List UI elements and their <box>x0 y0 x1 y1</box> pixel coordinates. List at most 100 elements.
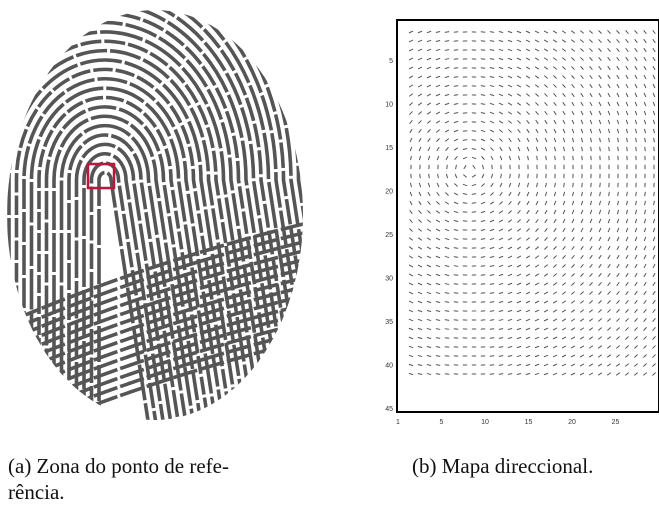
orientation <box>445 229 449 231</box>
orientation <box>427 292 431 293</box>
orientation <box>445 41 449 42</box>
orientation <box>508 292 512 293</box>
orientation <box>409 328 413 330</box>
orientation <box>419 183 420 187</box>
orientation <box>644 228 645 232</box>
orientation <box>635 228 636 232</box>
orientation <box>535 67 539 69</box>
orientation <box>617 246 619 250</box>
orientation <box>644 120 645 124</box>
orientation <box>644 273 646 277</box>
orientation <box>598 346 602 349</box>
orientation <box>634 327 637 330</box>
orientation <box>517 310 521 311</box>
orientation <box>599 120 601 124</box>
orientation <box>545 210 547 214</box>
orientation <box>590 66 593 69</box>
orientation <box>625 336 628 339</box>
orientation <box>653 246 655 250</box>
orientation <box>626 210 627 214</box>
orientation <box>499 292 503 293</box>
orientation <box>562 31 566 33</box>
orientation <box>553 265 556 268</box>
y-tick-label: 15 <box>385 145 393 152</box>
orientation <box>526 247 530 250</box>
orientation <box>580 292 583 295</box>
orientation <box>409 319 413 321</box>
orientation <box>418 328 422 329</box>
orientation <box>589 364 593 366</box>
orientation <box>553 274 556 277</box>
orientation <box>554 219 556 223</box>
orientation <box>554 147 555 151</box>
orientation <box>562 355 566 357</box>
orientation <box>418 238 422 241</box>
orientation <box>644 246 646 250</box>
orientation <box>491 183 493 187</box>
orientation <box>635 129 636 133</box>
orientation <box>608 129 609 133</box>
orientation <box>454 112 458 113</box>
orientation <box>418 76 422 78</box>
orientation <box>481 77 485 78</box>
orientation <box>517 346 521 347</box>
orientation <box>626 228 628 232</box>
orientation <box>635 30 638 33</box>
y-tick-label: 30 <box>385 276 393 283</box>
orientation <box>599 66 602 69</box>
orientation <box>517 58 521 60</box>
orientation <box>544 373 548 375</box>
orientation <box>499 112 503 114</box>
orientation <box>571 31 575 34</box>
orientation <box>518 201 520 205</box>
orientation <box>463 194 467 195</box>
orientation <box>599 75 602 79</box>
orientation <box>445 139 448 142</box>
orientation <box>437 183 439 187</box>
orientation <box>562 364 566 366</box>
orientation <box>572 264 575 267</box>
orientation <box>418 58 422 60</box>
orientation <box>607 309 610 312</box>
orientation <box>445 293 449 294</box>
orientation <box>436 49 440 50</box>
orientation <box>436 112 440 114</box>
orientation <box>544 292 548 294</box>
orientation <box>509 192 511 196</box>
orientation <box>517 238 521 241</box>
orientation <box>526 111 529 114</box>
orientation <box>580 319 584 322</box>
orientation <box>500 192 503 195</box>
orientation <box>419 129 422 132</box>
orientation <box>445 32 449 33</box>
orientation <box>409 247 413 250</box>
orientation <box>544 40 548 42</box>
orientation <box>616 309 619 312</box>
orientation <box>581 246 584 250</box>
orientation <box>445 265 449 266</box>
orientation <box>454 220 458 221</box>
orientation <box>591 183 592 187</box>
orientation <box>499 201 502 204</box>
orientation <box>535 328 539 330</box>
orientation <box>634 345 637 348</box>
orientation <box>499 283 503 284</box>
orientation <box>617 102 619 106</box>
orientation <box>635 66 637 70</box>
orientation <box>499 311 503 312</box>
orientation <box>410 147 411 151</box>
orientation <box>436 256 440 258</box>
orientation <box>562 373 566 375</box>
orientation <box>490 256 494 257</box>
orientation <box>563 111 565 115</box>
orientation <box>508 67 512 69</box>
caption-a: (a) Zona do ponto de refe- <box>8 454 229 478</box>
orientation <box>481 68 485 69</box>
orientation <box>427 328 431 329</box>
orientation <box>571 40 574 43</box>
orientation <box>481 148 485 150</box>
orientation <box>563 246 566 249</box>
orientation <box>490 293 494 294</box>
orientation <box>527 138 529 142</box>
orientation <box>508 210 511 213</box>
